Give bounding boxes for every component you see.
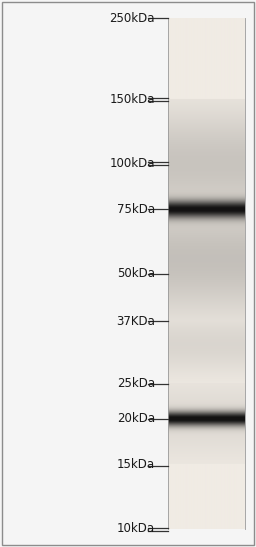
Text: 20kDa: 20kDa [117,412,155,426]
Text: 100kDa: 100kDa [110,157,155,170]
Text: 75kDa: 75kDa [117,202,155,216]
Text: 50kDa: 50kDa [117,267,155,280]
Text: 250kDa: 250kDa [110,11,155,25]
Text: 15kDa: 15kDa [117,458,155,471]
Text: 37KDa: 37KDa [116,315,155,328]
Text: 150kDa: 150kDa [110,92,155,106]
Text: 25kDa: 25kDa [117,377,155,390]
Text: 10kDa: 10kDa [117,522,155,536]
